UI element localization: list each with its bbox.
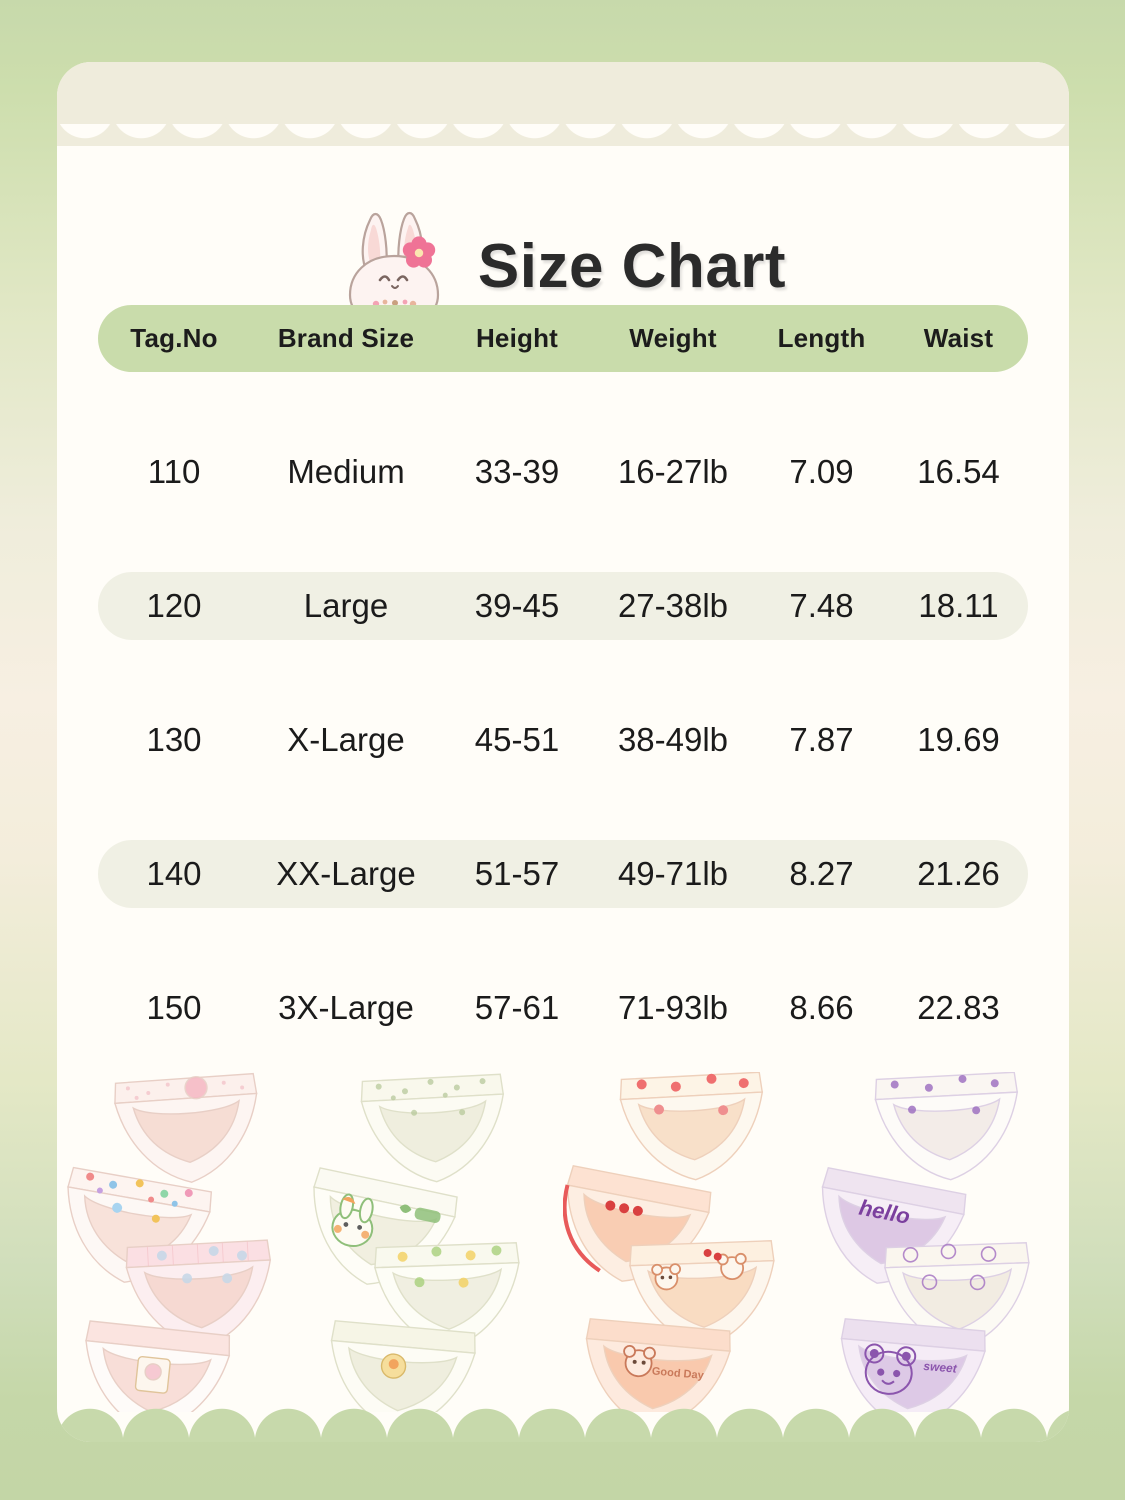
- peach-underwear-group: Good Day: [563, 1072, 816, 1412]
- cell-height: 33-39: [474, 453, 560, 490]
- cell-weight: 38-49lb: [617, 721, 729, 758]
- table-row: 130 X-Large 45-51 38-49lb 7.87 19.69: [98, 706, 1028, 774]
- cell-waist: 19.69: [917, 721, 1000, 758]
- svg-text:sweet: sweet: [923, 1359, 958, 1376]
- cell-length: 7.87: [789, 721, 854, 758]
- cell-weight: 16-27lb: [617, 453, 729, 490]
- cell-length: 8.66: [789, 989, 854, 1026]
- column-header-length: Length: [777, 323, 866, 353]
- cell-height: 39-45: [474, 587, 560, 624]
- cell-height: 51-57: [474, 855, 560, 892]
- cell-weight: 71-93lb: [617, 989, 729, 1026]
- cell-weight: 49-71lb: [617, 855, 729, 892]
- cell-waist: 18.11: [918, 587, 999, 624]
- card-top-scallop-edge: [57, 112, 1069, 146]
- size-chart-card: Size Chart Tag.No Brand Size Height Weig…: [57, 62, 1069, 1442]
- purple-underwear-group: hello: [816, 1072, 1069, 1412]
- table-row: 150 3X-Large 57-61 71-93lb 8.66 22.83: [98, 974, 1028, 1042]
- cell-brand-size: Large: [303, 587, 389, 624]
- cell-brand-size: XX-Large: [276, 855, 416, 892]
- table-row: 120 Large 39-45 27-38lb 7.48 18.11: [98, 572, 1028, 640]
- cell-length: 7.09: [789, 453, 854, 490]
- svg-text:Good Day: Good Day: [651, 1365, 705, 1382]
- cell-length: 7.48: [789, 587, 854, 624]
- row-spacer: [98, 908, 1028, 974]
- table-row: 110 Medium 33-39 16-27lb 7.09 16.54: [98, 438, 1028, 506]
- column-header-waist: Waist: [923, 323, 994, 353]
- size-chart-table: Tag.No Brand Size Height Weight Length W…: [98, 305, 1028, 1042]
- cell-waist: 22.83: [917, 989, 1000, 1026]
- cell-length: 8.27: [789, 855, 854, 892]
- green-underwear-group: [310, 1072, 563, 1412]
- row-spacer: [98, 372, 1028, 438]
- column-header-tag-no: Tag.No: [130, 323, 218, 353]
- row-spacer: [98, 774, 1028, 840]
- pink-underwear-group: [57, 1072, 310, 1412]
- cell-height: 57-61: [474, 989, 560, 1026]
- cell-tag-no: 140: [146, 855, 202, 892]
- column-header-height: Height: [475, 323, 559, 353]
- row-spacer: [98, 640, 1028, 706]
- cell-tag-no: 110: [147, 453, 201, 490]
- cell-tag-no: 150: [146, 989, 202, 1026]
- page-title: Size Chart: [477, 232, 787, 301]
- cell-waist: 16.54: [917, 453, 1000, 490]
- column-header-weight: Weight: [629, 323, 717, 353]
- cell-waist: 21.26: [917, 855, 1000, 892]
- column-header-brand-size: Brand Size: [277, 323, 415, 353]
- product-photo-strip: Good Day: [57, 1072, 1069, 1412]
- cell-tag-no: 130: [146, 721, 202, 758]
- card-bottom-scallop-edge: [57, 1386, 1069, 1442]
- row-spacer: [98, 506, 1028, 572]
- table-header-row: Tag.No Brand Size Height Weight Length W…: [98, 305, 1028, 372]
- cell-brand-size: Medium: [287, 453, 405, 490]
- cell-brand-size: X-Large: [287, 721, 405, 758]
- table-row: 140 XX-Large 51-57 49-71lb 8.27 21.26: [98, 840, 1028, 908]
- cell-tag-no: 120: [146, 587, 202, 624]
- cell-weight: 27-38lb: [617, 587, 729, 624]
- cell-height: 45-51: [474, 721, 560, 758]
- cell-brand-size: 3X-Large: [278, 989, 414, 1026]
